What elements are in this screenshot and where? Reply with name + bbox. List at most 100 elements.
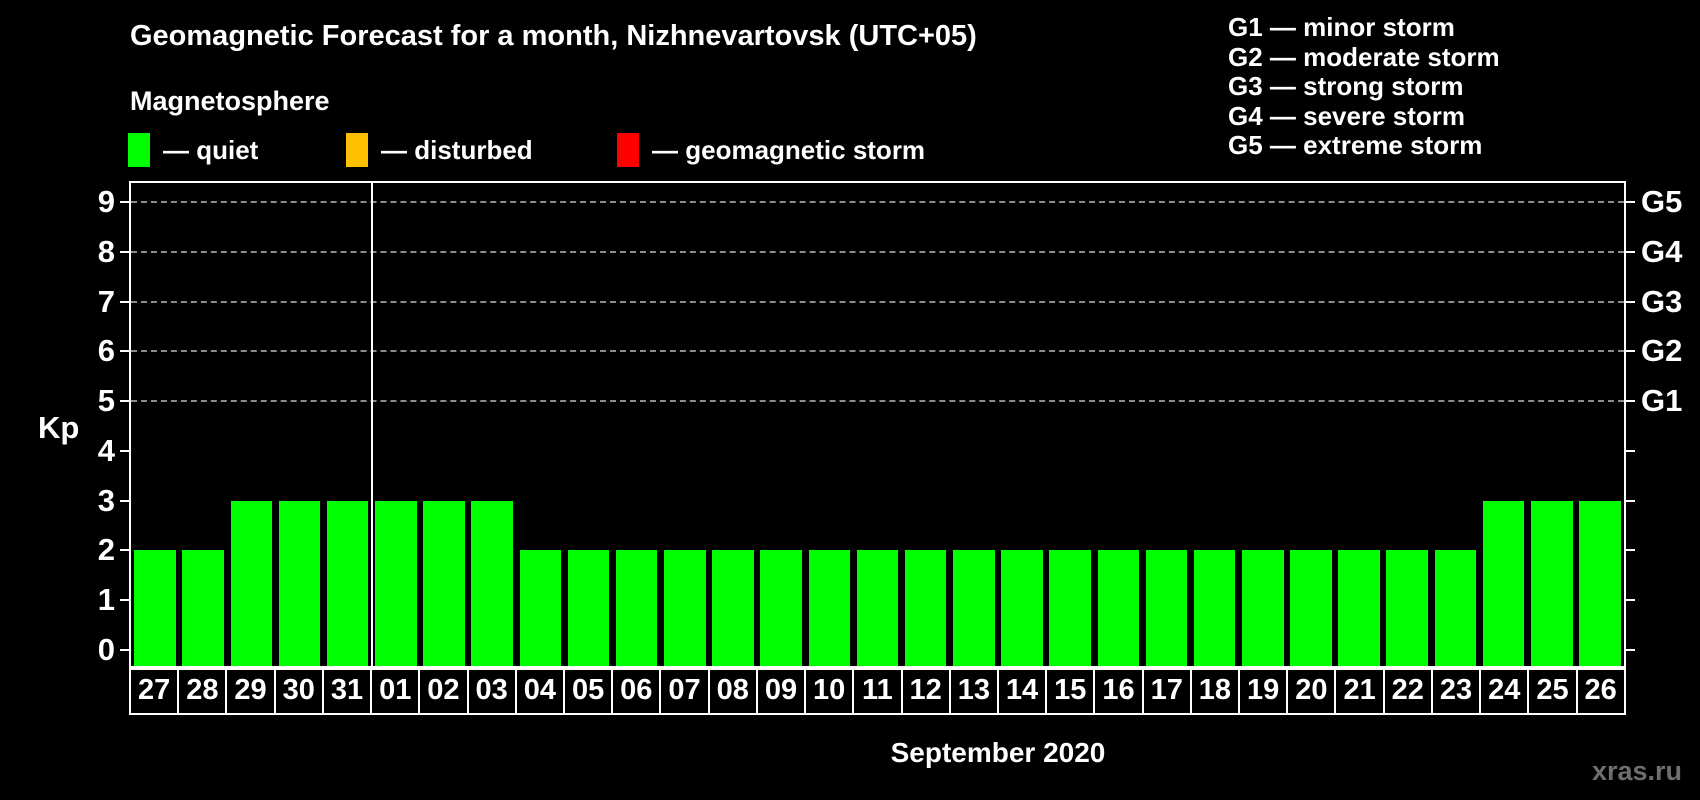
bar-03 [471, 500, 513, 668]
gridline-kp-7 [131, 300, 1624, 303]
x-date-cell-09: 09 [758, 668, 807, 713]
bar-05 [567, 550, 610, 668]
x-date-cell-18: 18 [1192, 668, 1241, 713]
gridline-kp-5 [131, 400, 1624, 403]
y-label-2: 2 [97, 532, 115, 568]
x-date-cell-14: 14 [999, 668, 1048, 713]
y-tick-right-4 [1624, 449, 1635, 452]
magnetosphere-subtitle: Magnetosphere [130, 86, 330, 116]
bar-13 [953, 550, 995, 668]
y-label-1: 1 [97, 582, 115, 618]
g-legend-line-4: G4 — severe storm [1228, 100, 1466, 131]
x-date-cell-16: 16 [1095, 668, 1144, 713]
y-tick-left-5 [120, 400, 131, 403]
y-tick-right-2 [1624, 549, 1635, 552]
bar-20 [1290, 550, 1332, 668]
legend-item-disturbed: — disturbed [346, 133, 533, 167]
bar-23 [1434, 550, 1477, 668]
y-tick-left-1 [120, 599, 131, 602]
y-tick-left-3 [120, 499, 131, 502]
bar-14 [1001, 550, 1043, 668]
y-label-9: 9 [97, 184, 115, 219]
y-tick-left-9 [120, 201, 131, 203]
x-axis-date-row: 27 28 29 30 31 01 02 03 04 05 06 07 08 09 10 11 12 13 14 15… [129, 666, 1626, 715]
x-date-cell-15: 15 [1047, 668, 1096, 713]
x-date-cell-28: 28 [179, 668, 228, 713]
bar-07 [664, 550, 706, 668]
bar-15 [1049, 550, 1091, 668]
legend-item-storm: — geomagnetic storm [617, 133, 925, 167]
y-label-8: 8 [97, 233, 115, 269]
y-tick-left-6 [120, 350, 131, 353]
y-tick-left-8 [120, 250, 131, 253]
gridline-kp-9 [131, 201, 1624, 203]
bar-09 [760, 550, 802, 668]
g-legend-line-2: G2 — moderate storm [1228, 41, 1500, 72]
y-tick-left-0 [120, 649, 131, 651]
x-date-cell-12: 12 [903, 668, 951, 713]
bar-04 [519, 550, 562, 668]
bar-11 [856, 550, 899, 668]
y-tick-left-7 [120, 300, 131, 303]
g-label-G4: G4 [1641, 233, 1683, 269]
bar-28 [182, 550, 224, 668]
bar-21 [1338, 550, 1380, 668]
y-label-0: 0 [97, 632, 115, 667]
month-caption: September 2020 [890, 737, 1106, 768]
x-date-cell-22: 22 [1385, 668, 1433, 713]
g-label-G3: G3 [1641, 283, 1683, 319]
x-date-cell-10: 10 [806, 668, 855, 713]
quiet-color-swatch [128, 133, 150, 167]
x-date-cell-31: 31 [324, 668, 373, 713]
g-label-G5: G5 [1641, 184, 1683, 219]
bar-18 [1193, 550, 1236, 668]
y-tick-right-8 [1624, 250, 1635, 253]
x-date-cell-08: 08 [710, 668, 758, 713]
x-date-cell-24: 24 [1481, 668, 1530, 713]
x-date-cell-05: 05 [565, 668, 614, 713]
x-date-cell-20: 20 [1288, 668, 1337, 713]
gridline-kp-6 [131, 350, 1624, 353]
x-date-cell-21: 21 [1336, 668, 1385, 713]
bar-12 [904, 550, 947, 668]
bar-08 [712, 550, 754, 668]
x-date-cell-25: 25 [1529, 668, 1578, 713]
bar-29 [230, 500, 273, 668]
g-legend-line-1: G1 — minor storm [1228, 12, 1455, 42]
g-label-G2: G2 [1641, 333, 1683, 369]
y-tick-right-0 [1624, 649, 1635, 651]
legend-item-quiet: — quiet [128, 133, 258, 167]
kp-axis-label: Kp [38, 410, 80, 445]
y-label-6: 6 [97, 333, 115, 369]
storm-color-swatch [617, 133, 639, 167]
x-date-cell-30: 30 [276, 668, 324, 713]
y-tick-left-2 [120, 549, 131, 552]
quiet-legend-label: — quiet [163, 135, 259, 165]
x-date-cell-11: 11 [854, 668, 903, 713]
g-legend-line-5: G5 — extreme storm [1228, 130, 1483, 160]
disturbed-legend-label: — disturbed [381, 135, 533, 165]
y-tick-right-1 [1624, 599, 1635, 602]
bar-01 [375, 500, 417, 668]
x-date-cell-27: 27 [131, 668, 180, 713]
x-date-cell-02: 02 [420, 668, 469, 713]
g-scale-legend: G1 — minor storm G2 — moderate storm G3 — … [1228, 12, 1500, 161]
bar-22 [1386, 550, 1429, 668]
watermark-xras-ru: xras.ru [1591, 756, 1682, 786]
month-separator [370, 183, 373, 668]
x-date-cell-07: 07 [661, 668, 710, 713]
x-date-cell-23: 23 [1433, 668, 1482, 713]
y-label-5: 5 [97, 383, 115, 419]
g-legend-line-3: G3 — strong storm [1228, 71, 1464, 101]
bar-24 [1482, 500, 1525, 668]
bar-17 [1145, 550, 1188, 668]
x-date-cell-29: 29 [227, 668, 276, 713]
bar-27 [134, 550, 176, 668]
x-date-cell-01: 01 [372, 668, 421, 713]
bar-19 [1242, 550, 1284, 668]
bar-10 [808, 550, 851, 668]
page-title: Geomagnetic Forecast for a month, Nizhne… [130, 20, 977, 52]
gridline-kp-8 [131, 250, 1624, 253]
bar-06 [615, 550, 658, 668]
x-date-cell-17: 17 [1144, 668, 1192, 713]
